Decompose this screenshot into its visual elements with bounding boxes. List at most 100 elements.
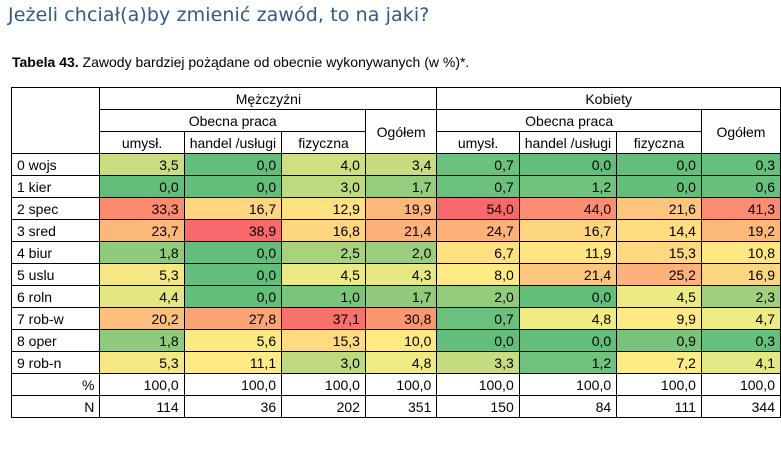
table-cell: 0,3	[700, 153, 781, 176]
total-cell: 114	[99, 395, 185, 418]
table-cell: 2,5	[281, 241, 366, 264]
table-cell: 3,0	[281, 351, 366, 374]
table-cell: 4,4	[99, 285, 185, 308]
table-cell: 4,5	[281, 263, 366, 286]
header-row-subgroups: Obecna praca Ogółem Obecna praca Ogółem	[12, 109, 781, 154]
row-label: 7 rob-w	[10, 307, 101, 330]
table-caption: Tabela 43. Zawody bardziej pożądane od o…	[12, 54, 469, 70]
table-row: 3 sred 23,7 38,9 16,8 21,4 24,7 16,7 14,4 19,2	[10, 219, 781, 242]
column-header: handel /usługi	[183, 131, 283, 154]
table-cell: 4,0	[281, 153, 366, 176]
table-cell: 0,7	[436, 175, 520, 198]
table-cell: 0,0	[518, 329, 618, 352]
table-cell: 8,0	[436, 263, 520, 286]
row-label: 8 oper	[10, 329, 101, 352]
table-cell: 4,5	[616, 285, 702, 308]
subgroup-header-men: Obecna praca	[99, 109, 366, 132]
column-header-total-women: Ogółem	[700, 109, 781, 154]
table-cell: 44,0	[518, 197, 618, 220]
table-cell: 33,3	[99, 197, 185, 220]
row-label: 5 uslu	[10, 263, 101, 286]
table-cell: 25,2	[616, 263, 702, 286]
table-cell: 16,7	[183, 197, 283, 220]
row-label: 4 biur	[10, 241, 101, 264]
table-cell: 3,5	[99, 153, 185, 176]
row-label: 6 roln	[10, 285, 101, 308]
table-cell: 5,3	[99, 263, 185, 286]
table-cell: 0,6	[700, 175, 781, 198]
caption-label: Tabela 43.	[12, 54, 79, 70]
total-cell: 100,0	[183, 373, 283, 396]
row-label: 3 sred	[10, 219, 101, 242]
table-cell: 21,6	[616, 197, 702, 220]
total-cell: 100,0	[700, 373, 781, 396]
table-cell: 4,8	[364, 351, 438, 374]
table-cell: 0,0	[436, 329, 520, 352]
table-cell: 20,2	[99, 307, 185, 330]
caption-text: Zawody bardziej pożądane od obecnie wyko…	[78, 54, 470, 70]
group-header-men: Mężczyźni	[99, 87, 438, 110]
table-row: 5 uslu 5,3 0,0 4,5 4,3 8,0 21,4 25,2 16,9	[10, 263, 781, 286]
total-cell: 100,0	[518, 373, 618, 396]
table-cell: 21,4	[364, 219, 438, 242]
total-cell: 202	[281, 395, 366, 418]
page-heading: Jeżeli chciał(a)by zmienić zawód, to na …	[8, 4, 430, 26]
column-header: fizyczna	[281, 131, 366, 154]
table-cell: 1,0	[281, 285, 366, 308]
table-cell: 54,0	[436, 197, 520, 220]
data-table: Mężczyźni Kobiety Obecna praca Ogółem Ob…	[10, 87, 781, 418]
table-cell: 1,7	[364, 285, 438, 308]
table-cell: 0,0	[518, 153, 618, 176]
table-cell: 4,3	[364, 263, 438, 286]
table-cell: 38,9	[183, 219, 283, 242]
table-row: 0 wojs 3,5 0,0 4,0 3,4 0,7 0,0 0,0 0,3	[10, 153, 781, 176]
table-cell: 5,3	[99, 351, 185, 374]
table-cell: 0,9	[616, 329, 702, 352]
table-cell: 10,0	[364, 329, 438, 352]
table-cell: 37,1	[281, 307, 366, 330]
total-cell: 344	[700, 395, 781, 418]
row-label: 9 rob-n	[10, 351, 101, 374]
row-label: 0 wojs	[10, 153, 101, 176]
table-cell: 16,8	[281, 219, 366, 242]
table-cell: 16,9	[700, 263, 781, 286]
total-row: N 114 36 202 351 150 84 111 344	[10, 395, 781, 418]
table-cell: 16,7	[518, 219, 618, 242]
table-cell: 19,2	[700, 219, 781, 242]
table-cell: 0,0	[183, 175, 283, 198]
total-row: % 100,0 100,0 100,0 100,0 100,0 100,0 100,0 100,…	[10, 373, 781, 396]
table-cell: 0,0	[99, 175, 185, 198]
table-cell: 1,2	[518, 351, 618, 374]
row-label: 1 kier	[10, 175, 101, 198]
table-cell: 4,1	[700, 351, 781, 374]
total-cell: 111	[616, 395, 702, 418]
table-cell: 0,0	[183, 153, 283, 176]
table-cell: 3,4	[364, 153, 438, 176]
column-header: handel /usługi	[518, 131, 618, 154]
table-cell: 9,9	[616, 307, 702, 330]
subgroup-header-women: Obecna praca	[436, 109, 702, 132]
column-header-total-men: Ogółem	[364, 109, 438, 154]
table-cell: 0,0	[183, 241, 283, 264]
total-cell: 36	[183, 395, 283, 418]
table-row: 9 rob-n 5,3 11,1 3,0 4,8 3,3 1,2 7,2 4,1	[10, 351, 781, 374]
table-cell: 15,3	[281, 329, 366, 352]
corner-cell	[10, 87, 101, 154]
total-cell: 351	[364, 395, 438, 418]
table-cell: 0,3	[700, 329, 781, 352]
table-cell: 7,2	[616, 351, 702, 374]
table-cell: 15,3	[616, 241, 702, 264]
table-cell: 2,0	[436, 285, 520, 308]
table-cell: 0,7	[436, 153, 520, 176]
table-cell: 0,0	[183, 263, 283, 286]
table-cell: 12,9	[281, 197, 366, 220]
table-cell: 0,0	[616, 153, 702, 176]
table-cell: 11,9	[518, 241, 618, 264]
table-row: 4 biur 1,8 0,0 2,5 2,0 6,7 11,9 15,3 10,8	[10, 241, 781, 264]
header-row-columns: umysł. handel /usługi fizyczna umysł. ha…	[12, 131, 781, 154]
table-cell: 0,0	[616, 175, 702, 198]
total-cell: 100,0	[281, 373, 366, 396]
table-row: 7 rob-w 20,2 27,8 37,1 30,8 0,7 4,8 9,9 4,7	[10, 307, 781, 330]
table-cell: 2,3	[700, 285, 781, 308]
total-row-label: N	[10, 395, 101, 418]
